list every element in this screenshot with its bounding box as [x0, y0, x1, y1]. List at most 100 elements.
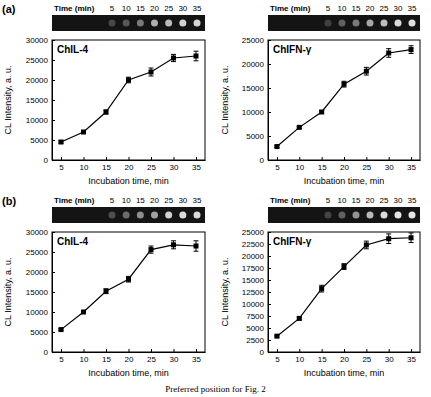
y-tick: 15000 — [26, 288, 55, 297]
chart: Time (min)510152025303551015202530350500… — [3, 4, 206, 186]
strip-dot — [179, 20, 186, 27]
strip-time: 20 — [366, 196, 375, 205]
y-tick: 30000 — [26, 36, 55, 45]
y-tick-label: 30000 — [26, 228, 49, 237]
y-tick-label: 15000 — [26, 288, 49, 297]
time-strip: Time (min)5101520253035 — [52, 196, 205, 223]
y-tick-label: 20000 — [26, 268, 49, 277]
plot-frame — [268, 40, 420, 160]
x-tick-label: 15 — [102, 355, 111, 364]
data-point — [81, 130, 86, 135]
x-tick: 15 — [318, 157, 327, 172]
error-bar — [126, 77, 131, 83]
x-axis: 5101520253035 — [53, 349, 206, 364]
data-point — [149, 247, 154, 252]
strip-band — [268, 207, 420, 223]
data-point — [297, 125, 302, 130]
strip-time: 5 — [110, 196, 115, 205]
strip-time: 10 — [338, 196, 347, 205]
strip-dot — [194, 212, 201, 219]
y-tick: 0 — [44, 348, 55, 357]
strip-dot — [165, 212, 172, 219]
data-point — [104, 110, 109, 115]
x-tick: 5 — [59, 157, 64, 172]
y-tick: 5000 — [246, 324, 271, 333]
data-line — [61, 245, 196, 330]
strip-time: 35 — [193, 196, 202, 205]
y-tick: 2500 — [246, 336, 271, 345]
strip-dot — [123, 20, 130, 27]
y-tick-label: 10000 — [242, 300, 265, 309]
x-axis-title: Incubation time, min — [304, 176, 385, 186]
strip-label: Time (min) — [54, 196, 95, 205]
y-axis-title: CL Intensity, a. u. — [3, 257, 13, 326]
x-axis-title: Incubation time, min — [304, 368, 385, 378]
panel-label: (a) — [2, 3, 16, 15]
strip-time: 30 — [394, 4, 403, 13]
x-tick: 20 — [125, 349, 134, 364]
data-point — [126, 277, 131, 282]
strip-dot — [381, 20, 388, 27]
x-tick-label: 35 — [192, 163, 201, 172]
strip-label: Time (min) — [54, 4, 95, 13]
strip-dot — [367, 212, 374, 219]
strip-time: 35 — [408, 4, 417, 13]
strip-time: 30 — [178, 196, 187, 205]
y-tick: 7500 — [246, 312, 271, 321]
error-bar — [386, 234, 391, 244]
data-point — [409, 47, 414, 52]
error-bar — [342, 81, 347, 87]
strip-dot — [353, 212, 360, 219]
error-bar — [149, 246, 154, 253]
x-tick-label: 20 — [125, 163, 134, 172]
strip-band — [268, 15, 420, 31]
y-axis-title: CL Intensity, a. u. — [220, 65, 230, 134]
y-tick-label: 0 — [260, 156, 265, 165]
y-tick-label: 10000 — [26, 116, 49, 125]
x-tick: 35 — [407, 157, 416, 172]
x-tick-label: 5 — [59, 163, 64, 172]
y-tick: 20000 — [26, 268, 55, 277]
data-point — [319, 286, 324, 291]
data-point — [386, 50, 391, 55]
data-point — [104, 289, 109, 294]
strip-time: 15 — [352, 196, 361, 205]
x-tick-label: 25 — [147, 163, 156, 172]
y-tick: 10000 — [242, 300, 271, 309]
chart: Time (min)510152025303551015202530350500… — [220, 4, 421, 186]
x-axis-title: Incubation time, min — [88, 368, 169, 378]
x-tick-label: 10 — [80, 163, 89, 172]
y-tick-label: 15000 — [26, 96, 49, 105]
x-tick: 5 — [59, 349, 64, 364]
x-tick: 10 — [295, 349, 304, 364]
y-tick-label: 25000 — [26, 248, 49, 257]
data-point — [149, 70, 154, 75]
data-point — [409, 235, 414, 240]
y-tick: 15000 — [242, 276, 271, 285]
strip-dot — [409, 212, 416, 219]
chart: Time (min)510152025303551015202530350500… — [3, 196, 206, 378]
x-tick: 35 — [192, 349, 201, 364]
x-tick: 10 — [80, 157, 89, 172]
x-tick: 5 — [275, 157, 280, 172]
strip-dot — [395, 212, 402, 219]
strip-time: 25 — [164, 4, 173, 13]
data-point — [274, 144, 279, 149]
data-point — [81, 310, 86, 315]
strip-dot — [165, 20, 172, 27]
chart-title: ChIFN-γ — [273, 236, 312, 247]
x-tick-label: 15 — [102, 163, 111, 172]
strip-dot — [137, 20, 144, 27]
data-point — [194, 54, 199, 59]
x-tick: 20 — [125, 157, 134, 172]
strip-time: 20 — [366, 4, 375, 13]
error-bar — [364, 67, 369, 75]
strip-dot — [353, 20, 360, 27]
y-tick: 0 — [260, 348, 271, 357]
data-point — [364, 69, 369, 74]
y-tick-label: 25000 — [26, 56, 49, 65]
x-tick: 25 — [362, 157, 371, 172]
x-tick: 20 — [340, 349, 349, 364]
y-tick: 25000 — [242, 36, 271, 45]
data-point — [274, 334, 279, 339]
